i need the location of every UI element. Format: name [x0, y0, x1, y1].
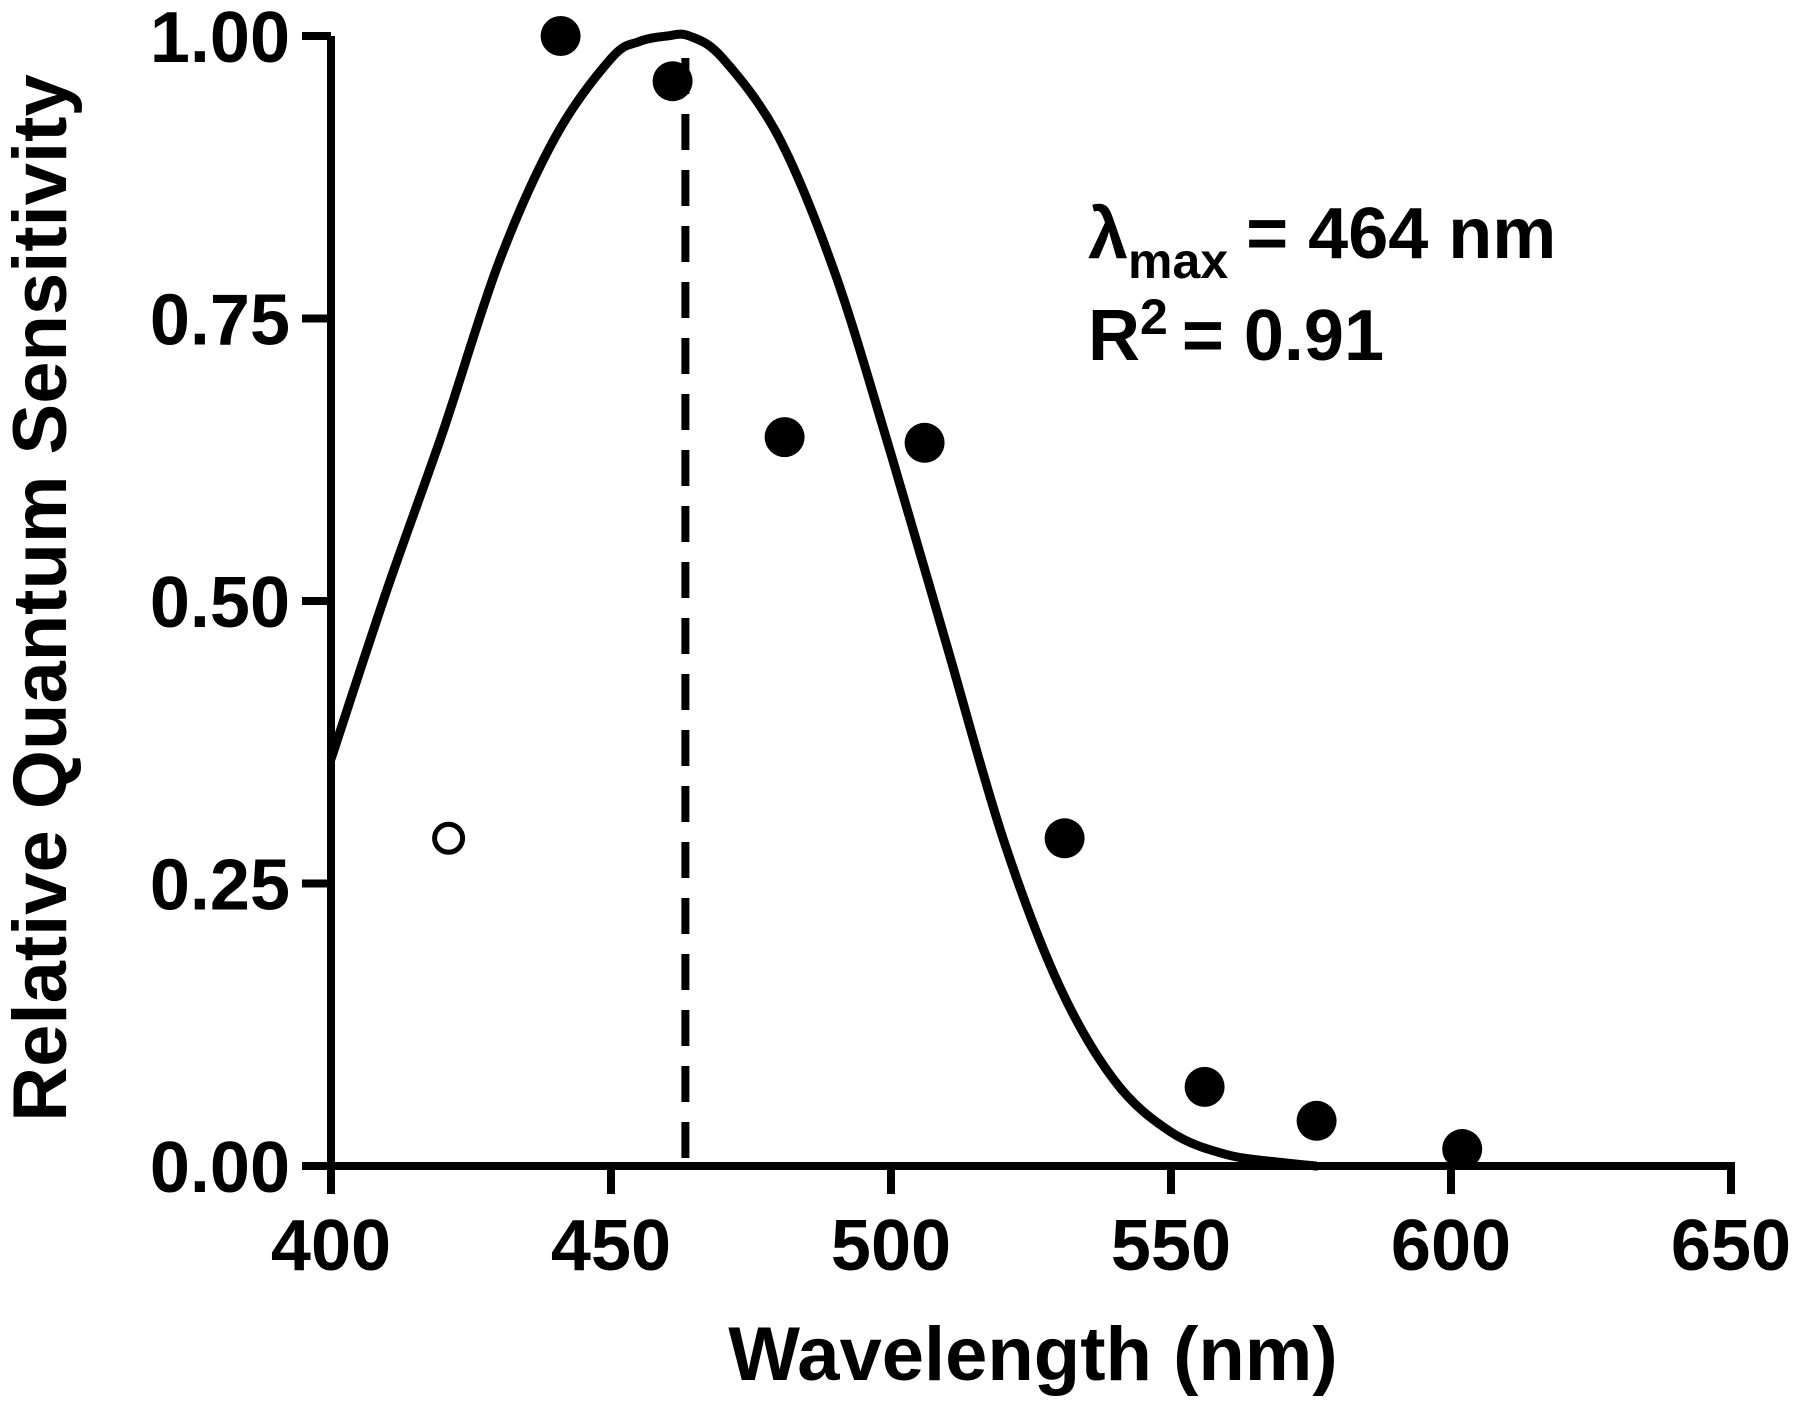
- lambda-value: = 464 nm: [1246, 194, 1556, 274]
- x-tick-label: 650: [1671, 1206, 1791, 1286]
- x-ticks: 400 450 500 550 600 650: [271, 1166, 1791, 1286]
- x-tick-label: 600: [1391, 1206, 1511, 1286]
- data-point-open: [432, 821, 466, 855]
- data-point-filled: [1184, 1066, 1225, 1107]
- y-tick-label: 0.75: [150, 281, 290, 361]
- x-tick-label: 550: [1111, 1206, 1231, 1286]
- y-axis-title: Relative Quantum Sensitivity: [0, 74, 83, 1121]
- x-axis-title: Wavelength (nm): [728, 1312, 1337, 1397]
- x-tick-label: 500: [831, 1206, 951, 1286]
- y-tick-label: 0.25: [150, 846, 290, 926]
- data-point-filled: [1442, 1129, 1483, 1170]
- fit-curve: [326, 29, 1322, 1171]
- x-tick-label: 400: [271, 1206, 391, 1286]
- data-points: [432, 16, 1483, 1170]
- y-ticks: 0.00 0.25 0.50 0.75 1.00: [150, 0, 331, 1208]
- y-tick-label: 0.00: [150, 1128, 290, 1208]
- y-tick-label: 0.50: [150, 563, 290, 643]
- lambda-symbol: λ: [1088, 194, 1128, 274]
- r2-value: = 0.91: [1182, 296, 1384, 376]
- x-tick-label: 450: [551, 1206, 671, 1286]
- data-point-filled: [540, 16, 581, 56]
- data-point-filled: [652, 61, 693, 102]
- data-point-filled: [904, 422, 945, 463]
- data-point-filled: [1044, 818, 1085, 859]
- data-point-filled: [764, 417, 805, 458]
- data-point-filled: [1296, 1100, 1337, 1141]
- r2-label: R: [1088, 296, 1140, 376]
- r-squared-annotation: R2 = 0.91: [1088, 289, 1384, 376]
- lambda-subscript: max: [1128, 233, 1228, 289]
- lambda-max-annotation: λmax = 464 nm: [1088, 194, 1556, 289]
- r2-superscript: 2: [1140, 289, 1168, 345]
- y-tick-label: 1.00: [150, 0, 290, 78]
